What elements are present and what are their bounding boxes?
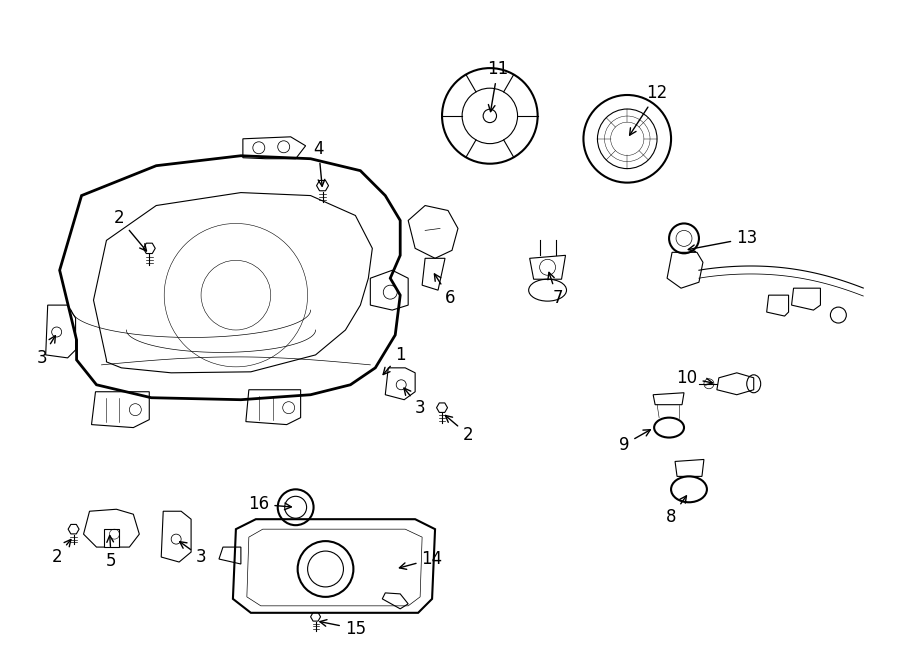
Text: 2: 2 [114,210,147,251]
Text: 3: 3 [180,541,206,566]
Text: 9: 9 [619,430,651,453]
Text: 11: 11 [487,60,508,112]
Text: 10: 10 [677,369,713,387]
Circle shape [483,109,497,122]
Text: 2: 2 [51,539,71,566]
Text: 15: 15 [320,619,366,638]
Text: 3: 3 [404,388,426,416]
Text: 16: 16 [248,495,292,514]
Text: 13: 13 [688,229,758,252]
Text: 1: 1 [383,346,406,375]
Text: 5: 5 [106,535,117,570]
Polygon shape [104,529,120,547]
Text: 12: 12 [630,84,668,136]
Text: 4: 4 [313,139,325,186]
Text: 6: 6 [435,274,455,307]
Text: 8: 8 [666,496,687,526]
Text: 7: 7 [548,272,562,307]
Text: 3: 3 [36,336,56,367]
Text: 2: 2 [446,416,473,444]
Text: 14: 14 [400,550,443,569]
